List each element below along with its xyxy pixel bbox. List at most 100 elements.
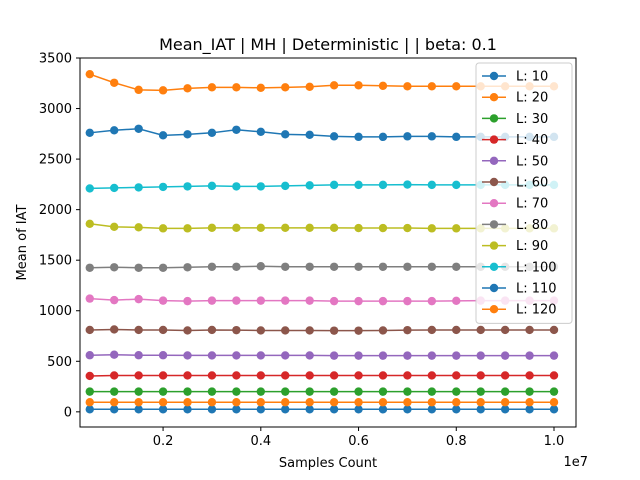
data-point xyxy=(256,83,266,93)
data-point xyxy=(281,130,290,139)
data-point xyxy=(427,398,437,407)
data-point xyxy=(305,296,314,305)
data-point xyxy=(452,224,461,233)
data-point xyxy=(232,405,241,414)
data-point xyxy=(549,371,559,380)
data-point xyxy=(378,262,388,271)
data-point xyxy=(476,351,485,360)
data-point xyxy=(110,263,119,272)
data-point xyxy=(403,82,412,91)
data-point xyxy=(110,78,119,87)
data-point xyxy=(403,180,412,189)
data-point xyxy=(329,262,339,271)
legend-item: L: 70 xyxy=(482,197,548,212)
data-point xyxy=(158,325,168,335)
series-layer xyxy=(85,69,559,414)
data-point xyxy=(256,326,266,335)
legend-item: L: 20 xyxy=(482,91,548,106)
data-point xyxy=(134,405,143,414)
data-point xyxy=(354,398,363,407)
data-point xyxy=(354,326,363,335)
data-point xyxy=(452,398,461,407)
data-point xyxy=(110,371,119,380)
data-point xyxy=(85,69,94,79)
data-point xyxy=(183,351,192,360)
data-point xyxy=(158,371,168,380)
legend-label: L: 110 xyxy=(516,282,557,297)
data-point xyxy=(85,371,94,381)
data-point xyxy=(549,351,559,360)
data-point xyxy=(134,371,143,380)
data-point xyxy=(378,223,388,233)
data-point xyxy=(403,387,412,396)
legend-marker xyxy=(489,177,499,187)
legend-label: L: 20 xyxy=(516,91,548,106)
data-point xyxy=(354,223,363,233)
data-point xyxy=(329,132,339,141)
data-point xyxy=(256,371,266,380)
x-axis-label: Samples Count xyxy=(279,456,377,471)
data-point xyxy=(207,83,217,92)
data-point xyxy=(427,262,437,271)
y-tick-label: 1000 xyxy=(39,304,72,319)
data-point xyxy=(134,263,143,272)
data-point xyxy=(158,182,168,192)
data-point xyxy=(256,223,266,233)
data-point xyxy=(476,371,485,380)
legend-item: L: 50 xyxy=(482,154,548,169)
series-l-30 xyxy=(85,387,559,396)
data-point xyxy=(256,262,266,271)
y-tick-label: 2000 xyxy=(39,203,72,218)
data-point xyxy=(427,296,437,306)
data-point xyxy=(403,132,412,141)
data-point xyxy=(329,398,339,407)
data-point xyxy=(207,371,217,380)
data-point xyxy=(329,223,339,233)
data-point xyxy=(134,398,143,407)
data-point xyxy=(110,222,119,232)
data-point xyxy=(85,184,94,193)
y-tick-label: 1500 xyxy=(39,254,72,269)
data-point xyxy=(85,294,94,303)
data-point xyxy=(110,405,119,414)
series-l-50 xyxy=(85,350,559,360)
data-point xyxy=(378,351,388,360)
legend-item: L: 10 xyxy=(482,70,548,85)
data-point xyxy=(500,398,510,407)
axes-frame xyxy=(79,57,577,428)
data-point xyxy=(85,405,94,414)
data-point xyxy=(232,325,241,335)
data-point xyxy=(281,371,290,380)
data-point xyxy=(329,351,339,360)
data-point xyxy=(329,180,339,190)
data-point xyxy=(183,405,192,414)
data-point xyxy=(183,398,192,407)
series-l-60 xyxy=(85,325,559,335)
legend-box xyxy=(475,62,573,324)
data-point xyxy=(158,131,168,140)
legend-item: L: 30 xyxy=(482,112,548,127)
data-point xyxy=(110,350,119,359)
data-point xyxy=(232,371,241,380)
data-point xyxy=(207,262,217,271)
data-point xyxy=(281,405,290,414)
data-point xyxy=(378,81,388,91)
data-point xyxy=(85,351,94,360)
legend-marker xyxy=(489,262,499,271)
data-point xyxy=(183,182,192,191)
data-point xyxy=(525,398,534,407)
data-point xyxy=(110,387,119,396)
data-point xyxy=(378,132,388,142)
data-point xyxy=(354,351,363,360)
data-point xyxy=(427,132,437,141)
legend-label: L: 80 xyxy=(516,218,548,233)
y-tick-label: 3000 xyxy=(39,102,72,117)
legend-label: L: 40 xyxy=(516,133,548,148)
data-point xyxy=(305,351,314,360)
data-point xyxy=(183,371,192,380)
data-point xyxy=(403,398,412,407)
data-point xyxy=(500,351,510,360)
data-point xyxy=(525,405,534,414)
data-point xyxy=(281,296,290,305)
data-point xyxy=(500,405,510,414)
